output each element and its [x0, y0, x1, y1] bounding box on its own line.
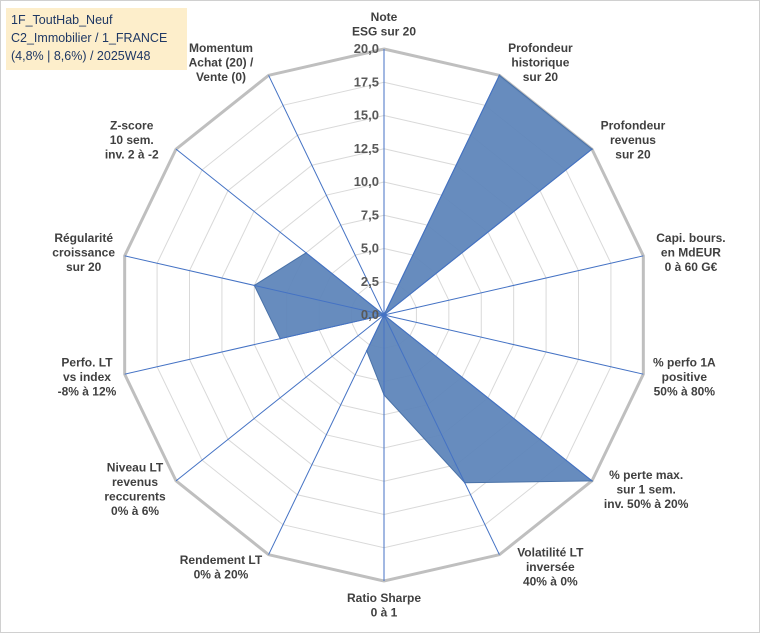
axis-label: Ratio Sharpe 0 à 1	[347, 591, 421, 620]
tick-label: 7,5	[361, 207, 379, 222]
axis-label-line: Momentum	[189, 41, 253, 55]
axis-label-line: vs index	[63, 370, 111, 384]
axis-label: Profondeur revenus sur 20	[601, 119, 666, 162]
axis-label-line: sur 20	[66, 260, 102, 274]
chart-title-line-1: 1F_ToutHab_Neuf	[11, 13, 113, 27]
axis-label-line: inversée	[526, 560, 575, 574]
axis-label: Perfo. LT vs index -8% à 12%	[58, 356, 117, 399]
axis-label-line: sur 20	[523, 70, 559, 84]
axis-label-line: reccurents	[104, 490, 166, 504]
tick-label: 10,0	[354, 174, 379, 189]
axis-label-line: Volatilité LT	[517, 546, 584, 560]
axis-label-line: Niveau LT	[107, 461, 164, 475]
axis-label-line: Ratio Sharpe	[347, 591, 421, 605]
axis-spoke	[383, 314, 500, 555]
axis-spoke	[124, 255, 385, 316]
axis-label: % perfo 1A positive 50% à 80%	[653, 356, 716, 399]
chart-title-line-2: C2_Immobilier / 1_FRANCE	[11, 31, 168, 45]
axis-label-line: croissance	[52, 245, 115, 259]
axis-label-line: inv. 50% à 20%	[604, 497, 689, 511]
axis-label-line: en MdEUR	[661, 245, 721, 259]
tick-label: 17,5	[354, 74, 379, 89]
axis-spoke	[268, 75, 385, 316]
axis-label-line: % perfo 1A	[653, 356, 716, 370]
axis-spoke	[383, 314, 593, 482]
axis-label: Momentum Achat (20) / Vente (0)	[189, 41, 254, 84]
axis-label-line: -8% à 12%	[58, 385, 117, 399]
axis-label-line: Perfo. LT	[61, 356, 113, 370]
axis-label-line: 0 à 60 G€	[665, 260, 718, 274]
chart-title-box: 1F_ToutHab_Neuf C2_Immobilier / 1_FRANCE…	[6, 8, 187, 70]
axis-label-line: % perte max.	[609, 468, 683, 482]
chart-title-line-3: (4,8% | 8,6%) / 2025W48	[11, 49, 151, 63]
axis-label-line: historique	[511, 55, 569, 69]
axis-spoke	[383, 314, 644, 375]
axis-label-line: 50% à 80%	[654, 385, 716, 399]
tick-label: 5,0	[361, 241, 379, 256]
axis-label: Capi. bours. en MdEUR 0 à 60 G€	[656, 231, 725, 274]
axis-label: Volatilité LT inversée 40% à 0%	[517, 546, 584, 589]
axis-label-line: 0 à 1	[371, 606, 398, 620]
axis-label: % perte max. sur 1 sem. inv. 50% à 20%	[604, 468, 689, 511]
axis-spoke	[268, 314, 385, 555]
axis-spoke	[383, 148, 593, 316]
axis-label-line: Profondeur	[601, 119, 666, 133]
axis-label-line: inv. 2 à -2	[105, 148, 159, 162]
axis-label-line: 0% à 20%	[194, 567, 249, 581]
axis-label-line: Profondeur	[508, 41, 573, 55]
axis-label-line: Z-score	[110, 119, 154, 133]
axis-label-line: 40% à 0%	[523, 575, 578, 589]
axis-label-line: revenus	[112, 475, 158, 489]
axis-spoke	[383, 75, 500, 316]
axis-label-line: Vente (0)	[196, 70, 246, 84]
axis-layer	[124, 49, 644, 581]
tick-label: 0,0	[361, 307, 379, 322]
axis-label-line: Achat (20) /	[189, 55, 254, 69]
axis-label-line: ESG sur 20	[352, 25, 416, 39]
tick-labels: 0,0 2,5 5,0 7,5 10,0 12,5 15,0 17,5 20,0	[354, 41, 379, 322]
axis-label-line: Rendement LT	[180, 553, 263, 567]
axis-spoke	[175, 314, 385, 482]
axis-label-line: positive	[662, 370, 708, 384]
axis-spoke	[383, 255, 644, 316]
axis-spoke	[175, 148, 385, 316]
axis-label: Profondeur historique sur 20	[508, 41, 573, 84]
axis-label: Régularité croissance sur 20	[52, 231, 115, 274]
axis-label: Z-score 10 sem. inv. 2 à -2	[105, 119, 159, 162]
tick-label: 20,0	[354, 41, 379, 56]
axis-label-line: sur 20	[615, 148, 651, 162]
axis-label-line: revenus	[610, 133, 656, 147]
tick-label: 12,5	[354, 141, 379, 156]
axis-label: Rendement LT 0% à 20%	[180, 553, 263, 582]
axis-label-line: 0% à 6%	[111, 504, 159, 518]
axis-label-line: Note	[371, 10, 398, 24]
tick-label: 15,0	[354, 108, 379, 123]
axis-label-line: 10 sem.	[110, 133, 154, 147]
axis-label: Note ESG sur 20	[352, 10, 416, 39]
axis-label-line: sur 1 sem.	[616, 482, 675, 496]
axis-spoke	[124, 314, 385, 375]
axis-label-line: Régularité	[54, 231, 113, 245]
tick-label: 2,5	[361, 274, 379, 289]
axis-label-line: Capi. bours.	[656, 231, 725, 245]
axis-label: Niveau LT revenus reccurents 0% à 6%	[104, 461, 166, 519]
